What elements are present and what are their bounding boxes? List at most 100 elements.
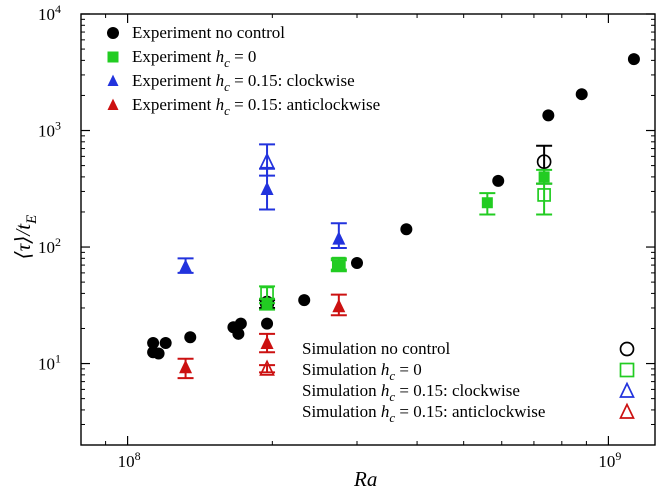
legend-label-part: c bbox=[389, 389, 395, 404]
legend-marker bbox=[107, 27, 119, 39]
legend-label: Simulation hc = 0.15: anticlockwise bbox=[302, 402, 545, 425]
y-tick-exponent: 1 bbox=[55, 352, 61, 366]
data-point bbox=[538, 171, 550, 183]
data-point bbox=[350, 256, 363, 269]
y-tick-base: 10 bbox=[38, 5, 55, 24]
legend-label-part: = 0.15: clockwise bbox=[395, 381, 520, 400]
data-point bbox=[179, 259, 193, 273]
y-tick-label: 103 bbox=[38, 119, 61, 141]
series-5 bbox=[259, 182, 553, 305]
data-point bbox=[232, 327, 245, 340]
y-axis-title: ⟨τ⟩/tE bbox=[11, 215, 40, 260]
x-tick-label: 108 bbox=[118, 449, 141, 471]
legend-marker bbox=[619, 402, 635, 419]
data-point bbox=[234, 317, 247, 330]
legend-marker bbox=[619, 341, 635, 357]
legend-label-part: Simulation bbox=[302, 381, 381, 400]
series-1 bbox=[259, 168, 553, 311]
legend-label-part: c bbox=[389, 368, 395, 383]
y-tick-base: 10 bbox=[38, 122, 55, 141]
legend-marker bbox=[107, 98, 119, 111]
legend-label: Experiment no control bbox=[132, 23, 285, 42]
legend-label: Simulation no control bbox=[302, 339, 451, 358]
legend-label-part: Simulation bbox=[302, 402, 381, 421]
legend-label-part: = 0.15: clockwise bbox=[230, 71, 355, 90]
data-point bbox=[332, 298, 346, 313]
legend-label-part: h bbox=[216, 47, 225, 66]
data-point bbox=[542, 109, 555, 122]
data-point bbox=[179, 359, 193, 374]
data-point bbox=[261, 299, 273, 311]
y-tick-label: 104 bbox=[38, 2, 61, 24]
legend-marker bbox=[619, 381, 635, 398]
y-axis-title-sub: E bbox=[24, 215, 40, 225]
data-point bbox=[400, 223, 413, 236]
y-tick-exponent: 4 bbox=[55, 2, 61, 16]
legend-label-part: = 0 bbox=[230, 47, 257, 66]
legend-marker bbox=[619, 362, 635, 378]
x-tick-exponent: 9 bbox=[615, 449, 621, 463]
data-point bbox=[159, 337, 172, 350]
data-point bbox=[536, 154, 552, 170]
data-point bbox=[260, 181, 274, 195]
legend-label-part: c bbox=[224, 79, 230, 94]
data-point bbox=[537, 188, 551, 202]
data-point bbox=[259, 359, 275, 376]
legend-label-part: h bbox=[216, 95, 225, 114]
data-point bbox=[575, 88, 588, 101]
legend-label-part: Simulation bbox=[302, 360, 381, 379]
data-point bbox=[259, 152, 275, 169]
data-point bbox=[332, 231, 346, 245]
data-point bbox=[152, 347, 165, 360]
data-point bbox=[260, 335, 274, 350]
legend-label: Simulation hc = 0 bbox=[302, 360, 422, 383]
y-tick-label: 102 bbox=[38, 235, 61, 257]
plot-frame bbox=[80, 13, 656, 446]
x-tick-base: 10 bbox=[118, 452, 135, 471]
y-tick-label: 101 bbox=[38, 352, 61, 374]
data-point bbox=[627, 53, 640, 66]
legend-label-part: Experiment bbox=[132, 47, 216, 66]
x-tick-base: 10 bbox=[598, 452, 615, 471]
x-tick-exponent: 8 bbox=[135, 449, 141, 463]
data-point bbox=[298, 294, 311, 307]
series-7 bbox=[259, 359, 276, 376]
legend-label-part: c bbox=[224, 103, 230, 118]
legend-label: Experiment hc = 0.15: clockwise bbox=[132, 71, 355, 94]
legend-label-part: c bbox=[224, 55, 230, 70]
legend-label-part: Experiment no control bbox=[132, 23, 285, 42]
legend-label: Experiment hc = 0 bbox=[132, 47, 256, 70]
legend-label-part: h bbox=[381, 402, 390, 421]
legend-marker bbox=[107, 74, 119, 87]
data-point bbox=[261, 317, 274, 330]
legend-label-part: c bbox=[389, 410, 395, 425]
y-tick-exponent: 2 bbox=[55, 235, 61, 249]
legend-label-part: = 0 bbox=[395, 360, 422, 379]
minor-ticks bbox=[80, 14, 655, 446]
x-tick-label: 109 bbox=[598, 449, 621, 471]
data-point bbox=[481, 197, 493, 209]
legend-label: Simulation hc = 0.15: clockwise bbox=[302, 381, 520, 404]
legend-marker bbox=[107, 51, 119, 63]
data-point bbox=[184, 331, 197, 344]
legend-label-part: h bbox=[216, 71, 225, 90]
legend-label-part: Experiment bbox=[132, 95, 216, 114]
y-axis-title-main: ⟨τ⟩/t bbox=[11, 223, 35, 260]
y-tick-exponent: 3 bbox=[55, 119, 61, 133]
data-point bbox=[147, 337, 160, 350]
x-axis-title: Ra bbox=[353, 467, 377, 491]
data-point bbox=[333, 259, 345, 271]
legend-label-part: Experiment bbox=[132, 71, 216, 90]
y-axis-title-text: ⟨τ⟩/tE bbox=[11, 215, 40, 260]
legend-label-part: h bbox=[381, 360, 390, 379]
legend-label: Experiment hc = 0.15: anticlockwise bbox=[132, 95, 380, 118]
y-tick-base: 10 bbox=[38, 238, 55, 257]
series-2 bbox=[177, 167, 347, 274]
y-tick-base: 10 bbox=[38, 355, 55, 374]
legend-label-part: = 0.15: anticlockwise bbox=[230, 95, 380, 114]
series-0 bbox=[147, 53, 640, 360]
